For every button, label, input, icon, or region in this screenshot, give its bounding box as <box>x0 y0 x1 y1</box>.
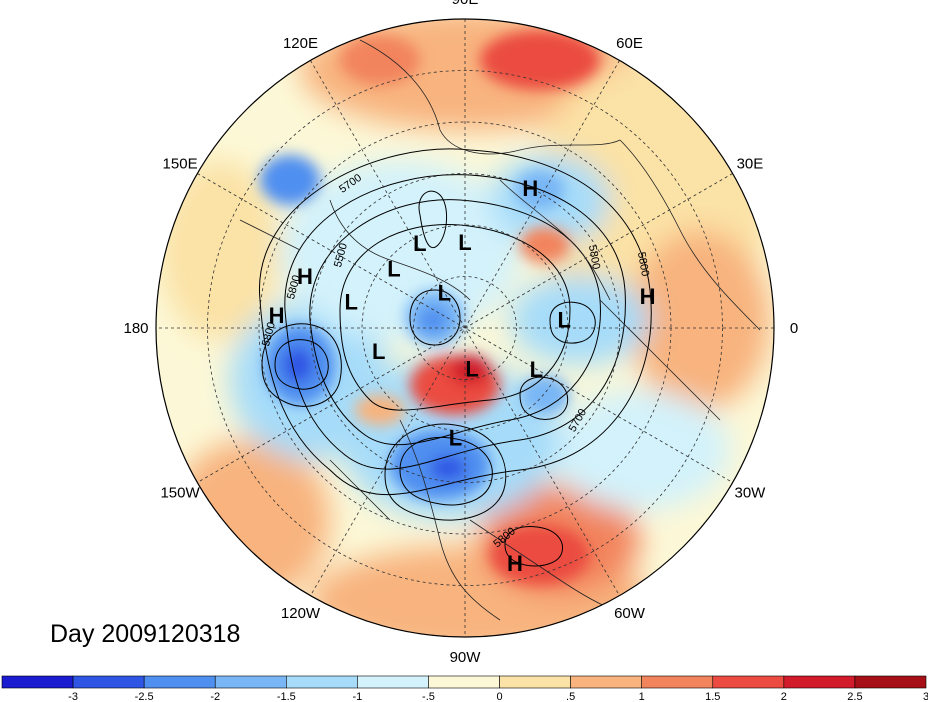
colorbar-swatch <box>357 675 429 689</box>
longitude-label: 120E <box>283 35 318 52</box>
colorbar-swatch <box>641 675 714 689</box>
contour-value-label: 5800 <box>586 244 602 270</box>
colorbar-tick-label: 1.5 <box>705 691 720 702</box>
colorbar-swatch <box>214 675 287 689</box>
low-pressure-label: L <box>387 256 400 281</box>
low-pressure-label: L <box>438 280 451 305</box>
colorbar-swatch <box>712 675 785 689</box>
high-pressure-label: H <box>269 303 285 328</box>
longitude-label-layer: 90E 60E 30E 0 30W 60W 90W 120W 150W 180 150E 120E <box>123 0 798 666</box>
colorbar-tick-label: -1.5 <box>277 691 296 702</box>
low-pressure-label: L <box>345 290 358 315</box>
longitude-label: 90E <box>452 0 479 8</box>
colorbar-tick-label: 1 <box>639 691 645 702</box>
longitude-label: 0 <box>790 320 798 337</box>
colorbar-tick-label: .5 <box>566 691 575 702</box>
colorbar-swatch <box>499 675 571 689</box>
colorbar-tick-label: 2.5 <box>847 691 862 702</box>
high-pressure-label: H <box>297 264 313 289</box>
colorbar: -3 -2.5 -2 -1.5 -1 -.5 0 .5 1 1.5 2 2.5 3 <box>1 675 928 702</box>
low-pressure-label: L <box>557 307 570 332</box>
longitude-label: 150W <box>160 485 200 502</box>
graticule <box>156 19 774 637</box>
high-pressure-label: H <box>640 284 656 309</box>
low-pressure-label: L <box>530 357 543 382</box>
colorbar-tick-label: -3 <box>68 691 78 702</box>
height-contours <box>259 148 652 567</box>
colorbar-swatch <box>72 675 145 689</box>
colorbar-swatch <box>143 675 216 689</box>
meridian-line <box>197 173 733 483</box>
date-title: Day 2009120318 <box>50 620 241 648</box>
low-pressure-label: L <box>413 231 426 256</box>
colorbar-tick-label: -1 <box>352 691 362 702</box>
colorbar-swatch <box>783 675 856 689</box>
longitude-label: 30W <box>735 485 767 502</box>
colorbar-tick-label: -.5 <box>422 691 435 702</box>
colorbar-tick-label: 0 <box>496 691 502 702</box>
low-pressure-label: L <box>449 425 462 450</box>
colorbar-tick-label: 3 <box>923 691 928 702</box>
low-pressure-label: L <box>458 230 471 255</box>
colorbar-swatch <box>570 675 642 689</box>
longitude-label: 60E <box>616 35 643 52</box>
colorbar-swatch <box>1 675 74 689</box>
longitude-label: 180 <box>123 320 148 337</box>
longitude-label: 90W <box>450 649 482 666</box>
colorbar-swatch <box>428 675 500 689</box>
colorbar-swatch <box>286 675 358 689</box>
contour-value-label: 5800 <box>635 251 651 277</box>
low-pressure-label: L <box>465 357 478 382</box>
colorbar-tick-label: -2.5 <box>135 691 154 702</box>
colorbar-tick-label: -2 <box>210 691 220 702</box>
high-pressure-label: H <box>522 176 538 201</box>
high-pressure-label: H <box>507 551 523 576</box>
colorbar-swatch <box>854 675 927 689</box>
longitude-label: 60W <box>614 605 646 622</box>
longitude-label: 120W <box>281 605 321 622</box>
map-border <box>155 18 775 638</box>
low-pressure-label: L <box>372 339 385 364</box>
colorbar-tick-label: 2 <box>781 691 787 702</box>
longitude-label: 30E <box>737 156 764 173</box>
longitude-label: 150E <box>163 156 198 173</box>
